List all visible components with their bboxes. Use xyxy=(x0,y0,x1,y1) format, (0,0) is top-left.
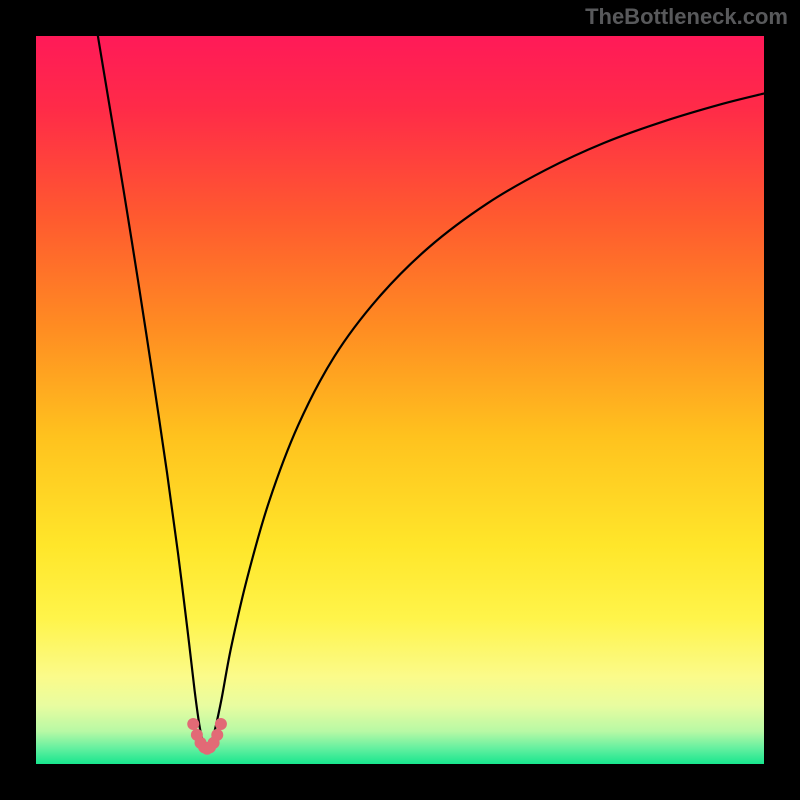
chart-container: TheBottleneck.com xyxy=(0,0,800,800)
notch-marker xyxy=(215,718,226,729)
chart-background xyxy=(36,36,764,764)
notch-marker xyxy=(212,729,223,740)
notch-marker xyxy=(188,718,199,729)
bottleneck-chart xyxy=(36,36,764,764)
watermark-text: TheBottleneck.com xyxy=(585,4,788,30)
